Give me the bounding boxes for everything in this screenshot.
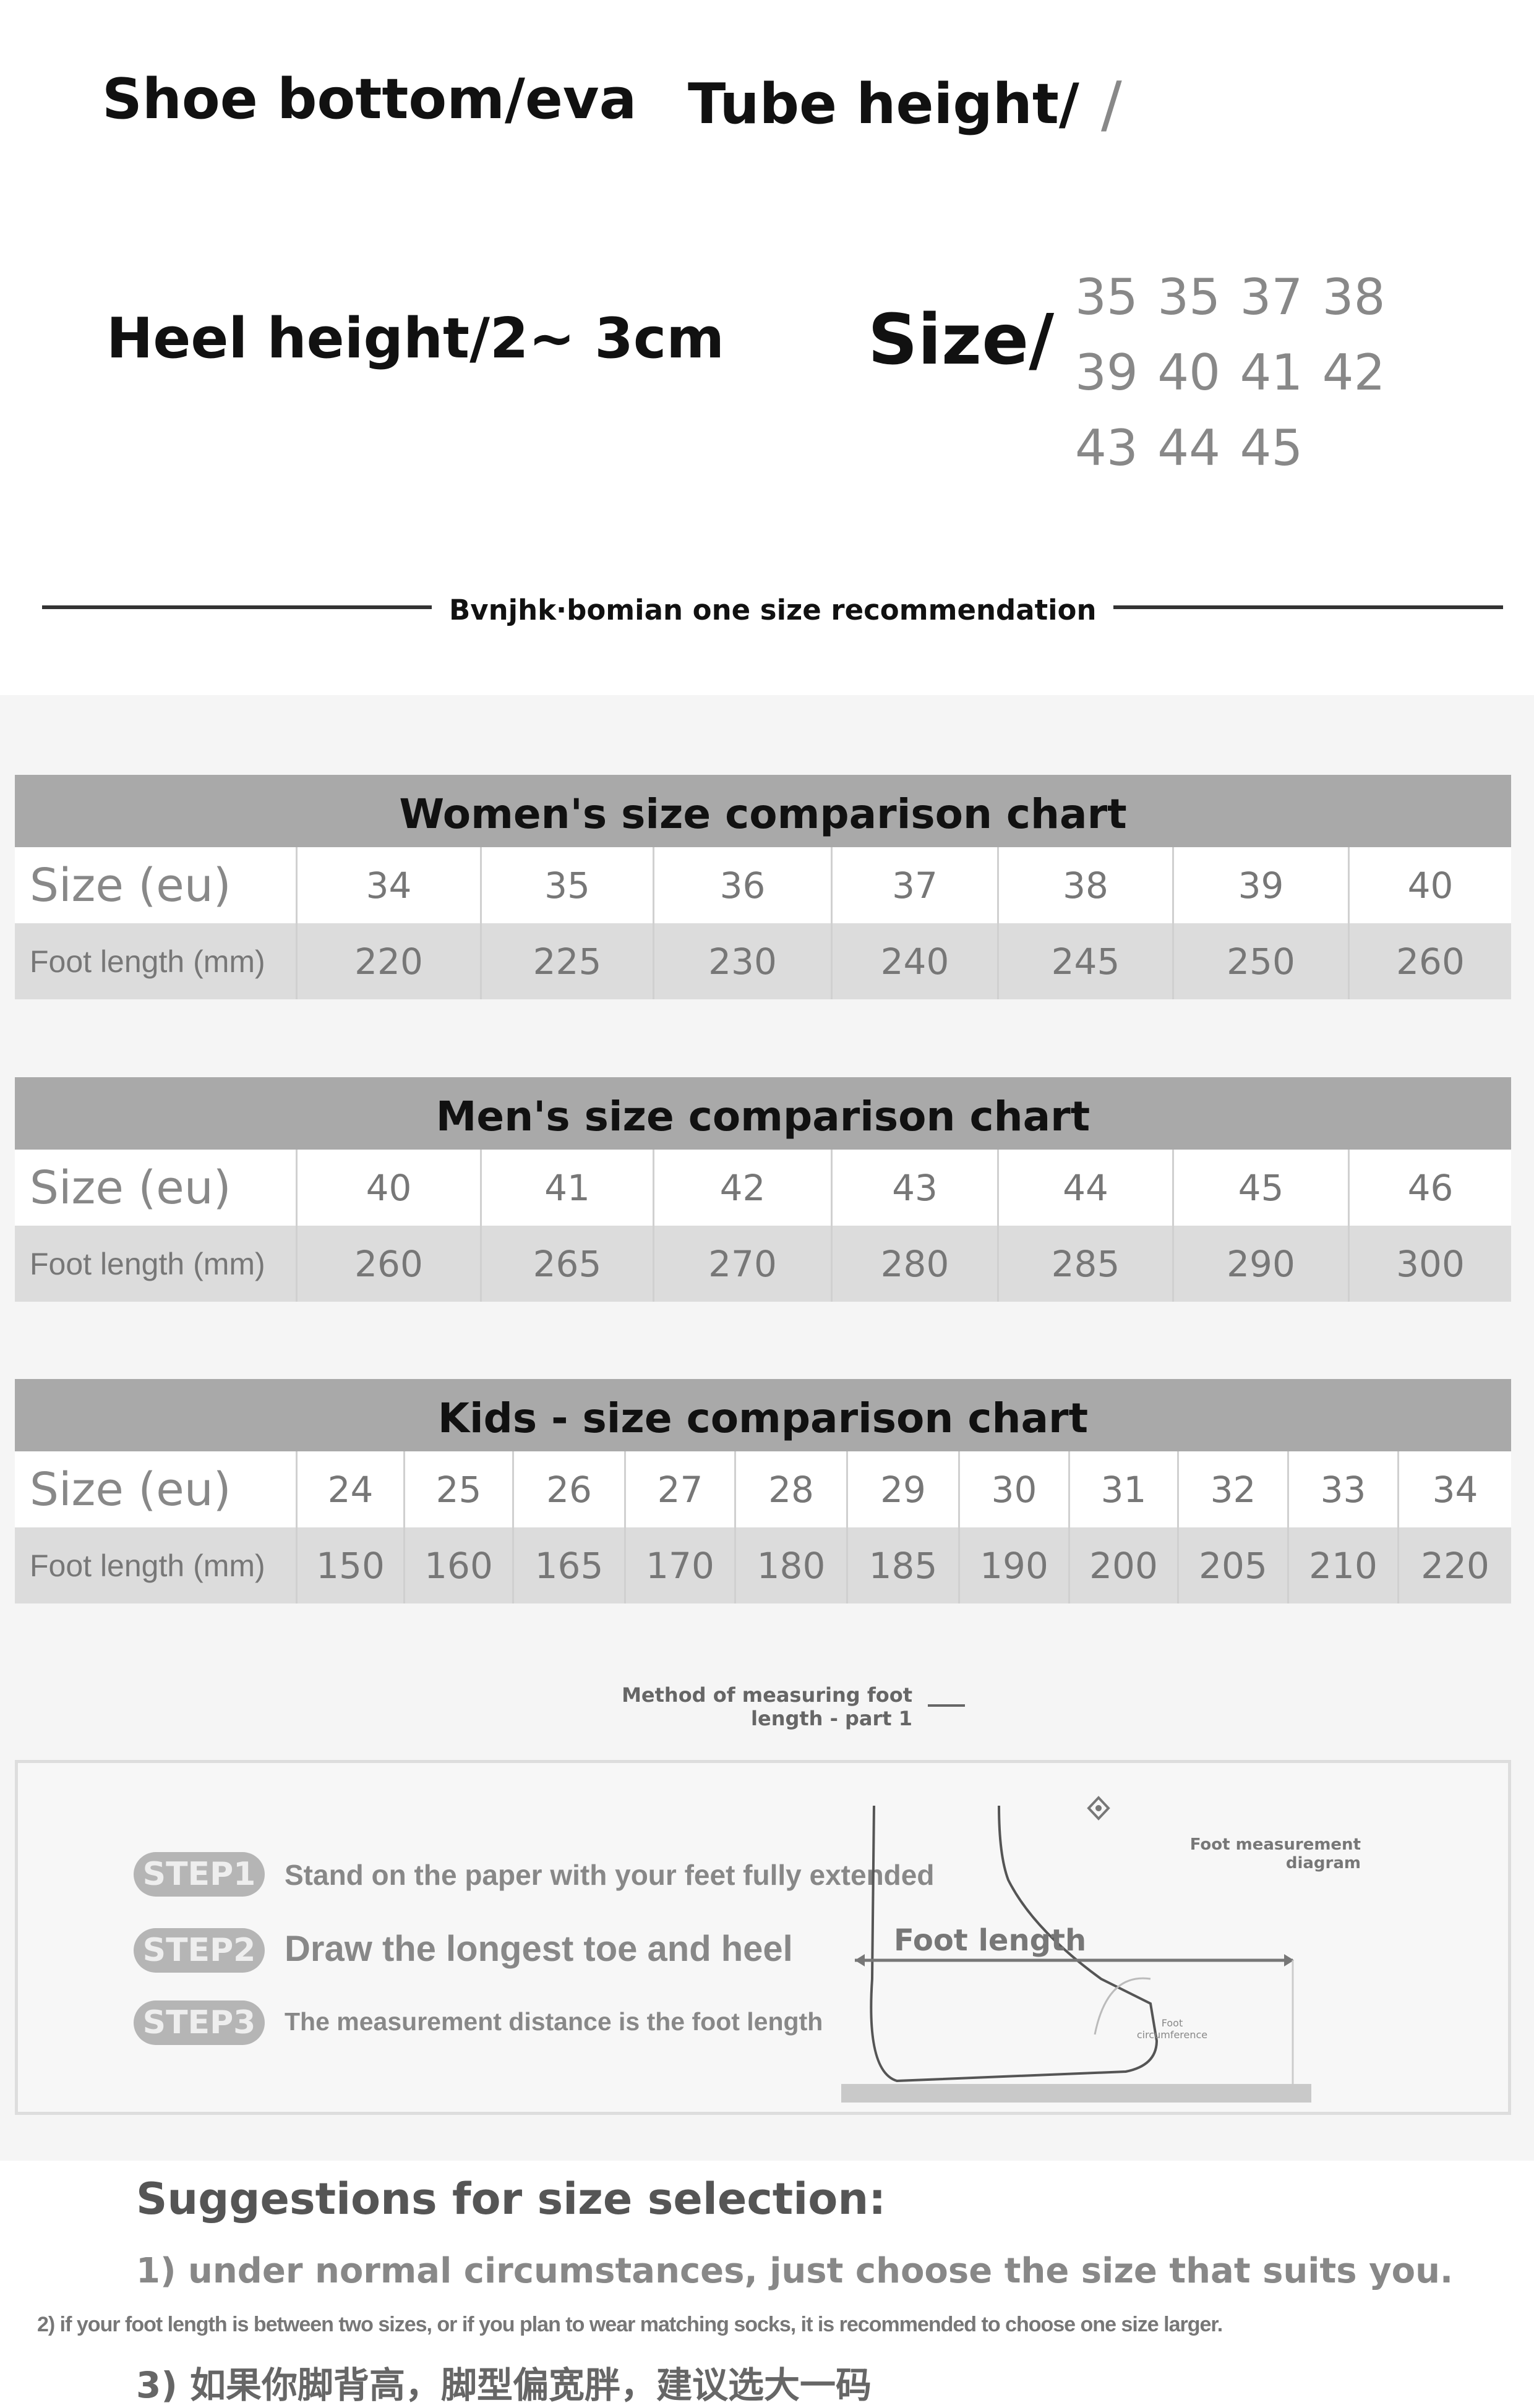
table-row: Foot length (mm) 220 225 230 240 245 250 260 bbox=[15, 923, 1511, 999]
size-table: Kids - size comparison chart Size (eu) 24 2… bbox=[15, 1379, 1511, 1603]
table-title: Men's size comparison chart bbox=[15, 1077, 1511, 1150]
table-cell: 39 bbox=[1174, 847, 1350, 923]
size-values: 35 35 37 38 39 40 41 42 43 44 45 bbox=[1075, 268, 1386, 477]
table-cell: 42 bbox=[654, 1150, 833, 1226]
table-cell: 34 bbox=[1432, 1468, 1478, 1511]
step3-badge: STEP3 bbox=[134, 2000, 265, 2045]
table-cell: 180 bbox=[736, 1527, 848, 1603]
table-cell: 200 bbox=[1070, 1527, 1179, 1603]
row-label: Foot length (mm) bbox=[15, 1527, 298, 1603]
table-cell: 43 bbox=[833, 1150, 999, 1226]
table-cell: 31 bbox=[1070, 1451, 1179, 1527]
table-cell: 38 bbox=[999, 847, 1174, 923]
table-cell: 32 bbox=[1179, 1451, 1289, 1527]
step1-text: Stand on the paper with your feet fully … bbox=[285, 1859, 935, 1891]
table-cell: 270 bbox=[654, 1226, 833, 1302]
table-cell: 250 bbox=[1174, 923, 1350, 999]
row-label: Foot length (mm) bbox=[15, 923, 298, 999]
table-cell: 280 bbox=[833, 1226, 999, 1302]
table-cell: 26 bbox=[514, 1451, 626, 1527]
foot-circumference-label: Foot circumference bbox=[1136, 2017, 1208, 2041]
table-cell: 165 bbox=[514, 1527, 626, 1603]
table-cell: 29 bbox=[848, 1451, 960, 1527]
suggestion-2: 2) if your foot length is between two si… bbox=[37, 2313, 1223, 2336]
table-cell: 285 bbox=[999, 1226, 1174, 1302]
table-cell: 190 bbox=[960, 1527, 1070, 1603]
table-cell: 27 bbox=[626, 1451, 736, 1527]
step2-text: Draw the longest toe and heel bbox=[285, 1929, 793, 1969]
size-table: Men's size comparison chart Size (eu) 40 41… bbox=[15, 1077, 1511, 1302]
diagram-title: Foot measurement diagram bbox=[1189, 1835, 1361, 1872]
table-cell: 40 bbox=[298, 1150, 482, 1226]
suggestion-1: 1) under normal circumstances, just choo… bbox=[136, 2251, 1454, 2291]
table-cell: 185 bbox=[848, 1527, 960, 1603]
size-table: Women's size comparison chart Size (eu) 34… bbox=[15, 775, 1511, 999]
table-cell: 220 bbox=[298, 923, 482, 999]
sole-spec: Shoe bottom/eva bbox=[102, 67, 637, 132]
table-cell: 230 bbox=[654, 923, 833, 999]
table-cell: 150 bbox=[298, 1527, 405, 1603]
tube-height-value: / bbox=[1101, 68, 1122, 140]
foot-diagram bbox=[841, 1796, 1311, 2103]
step1-badge: STEP1 bbox=[134, 1852, 265, 1897]
table-cell: 290 bbox=[1174, 1226, 1350, 1302]
row-label: Foot length (mm) bbox=[15, 1226, 298, 1302]
table-cell: 170 bbox=[626, 1527, 736, 1603]
table-cell: 225 bbox=[482, 923, 654, 999]
table-cell: 160 bbox=[405, 1527, 514, 1603]
table-row: Foot length (mm) 150 160 165 170 180 185 190 200… bbox=[15, 1527, 1511, 1603]
method-title: Method of measuring foot length - part 1 bbox=[622, 1683, 912, 1730]
table-cell: 260 bbox=[298, 1226, 482, 1302]
table-cell: 245 bbox=[999, 923, 1174, 999]
table-row: Size (eu) 40 41 42 43 44 45 46 bbox=[15, 1150, 1511, 1226]
table-cell: 30 bbox=[960, 1451, 1070, 1527]
table-cell: 41 bbox=[482, 1150, 654, 1226]
table-cell: 265 bbox=[482, 1226, 654, 1302]
table-cell: 33 bbox=[1289, 1451, 1399, 1527]
step3-text: The measurement distance is the foot len… bbox=[285, 2007, 823, 2036]
measurement-panel bbox=[15, 1760, 1511, 2115]
divider-right bbox=[1113, 605, 1503, 609]
table-cell: 25 bbox=[405, 1451, 514, 1527]
table-cell: 220 bbox=[1421, 1544, 1489, 1587]
suggestion-3: 3) 如果你脚背高，脚型偏宽胖，建议选大一码 bbox=[136, 2364, 872, 2406]
tube-height-spec: Tube height/ bbox=[688, 72, 1079, 137]
row-label: Size (eu) bbox=[15, 847, 298, 923]
table-cell: 45 bbox=[1174, 1150, 1350, 1226]
table-cell: 35 bbox=[482, 847, 654, 923]
heel-height-spec: Heel height/2~ 3cm bbox=[106, 306, 725, 371]
table-cell: 210 bbox=[1289, 1527, 1399, 1603]
table-cell: 44 bbox=[999, 1150, 1174, 1226]
table-cell: 34 bbox=[298, 847, 482, 923]
table-title: Women's size comparison chart bbox=[15, 775, 1511, 847]
table-row: Foot length (mm) 260 265 270 280 285 290 300 bbox=[15, 1226, 1511, 1302]
table-cell: 260 bbox=[1396, 940, 1465, 983]
table-cell: 46 bbox=[1407, 1166, 1454, 1209]
recommendation-title: Bvnjhk·bomian one size recommendation bbox=[449, 594, 1097, 626]
row-label: Size (eu) bbox=[15, 1451, 298, 1527]
table-cell: 37 bbox=[833, 847, 999, 923]
table-title: Kids - size comparison chart bbox=[15, 1379, 1511, 1451]
divider-left bbox=[42, 605, 432, 609]
table-row: Size (eu) 34 35 36 37 38 39 40 bbox=[15, 847, 1511, 923]
row-label: Size (eu) bbox=[15, 1150, 298, 1226]
table-cell: 40 bbox=[1407, 864, 1454, 907]
table-cell: 28 bbox=[736, 1451, 848, 1527]
table-cell: 36 bbox=[654, 847, 833, 923]
size-label: Size/ bbox=[868, 300, 1055, 380]
table-cell: 24 bbox=[298, 1451, 405, 1527]
table-cell: 300 bbox=[1396, 1242, 1465, 1285]
table-cell: 240 bbox=[833, 923, 999, 999]
table-row: Size (eu) 24 25 26 27 28 29 30 31 32 33 34 bbox=[15, 1451, 1511, 1527]
foot-length-label: Foot length bbox=[894, 1923, 1087, 1958]
method-dash bbox=[928, 1704, 965, 1707]
step2-badge: STEP2 bbox=[134, 1928, 265, 1973]
table-cell: 205 bbox=[1179, 1527, 1289, 1603]
suggestions-title: Suggestions for size selection: bbox=[136, 2174, 886, 2224]
